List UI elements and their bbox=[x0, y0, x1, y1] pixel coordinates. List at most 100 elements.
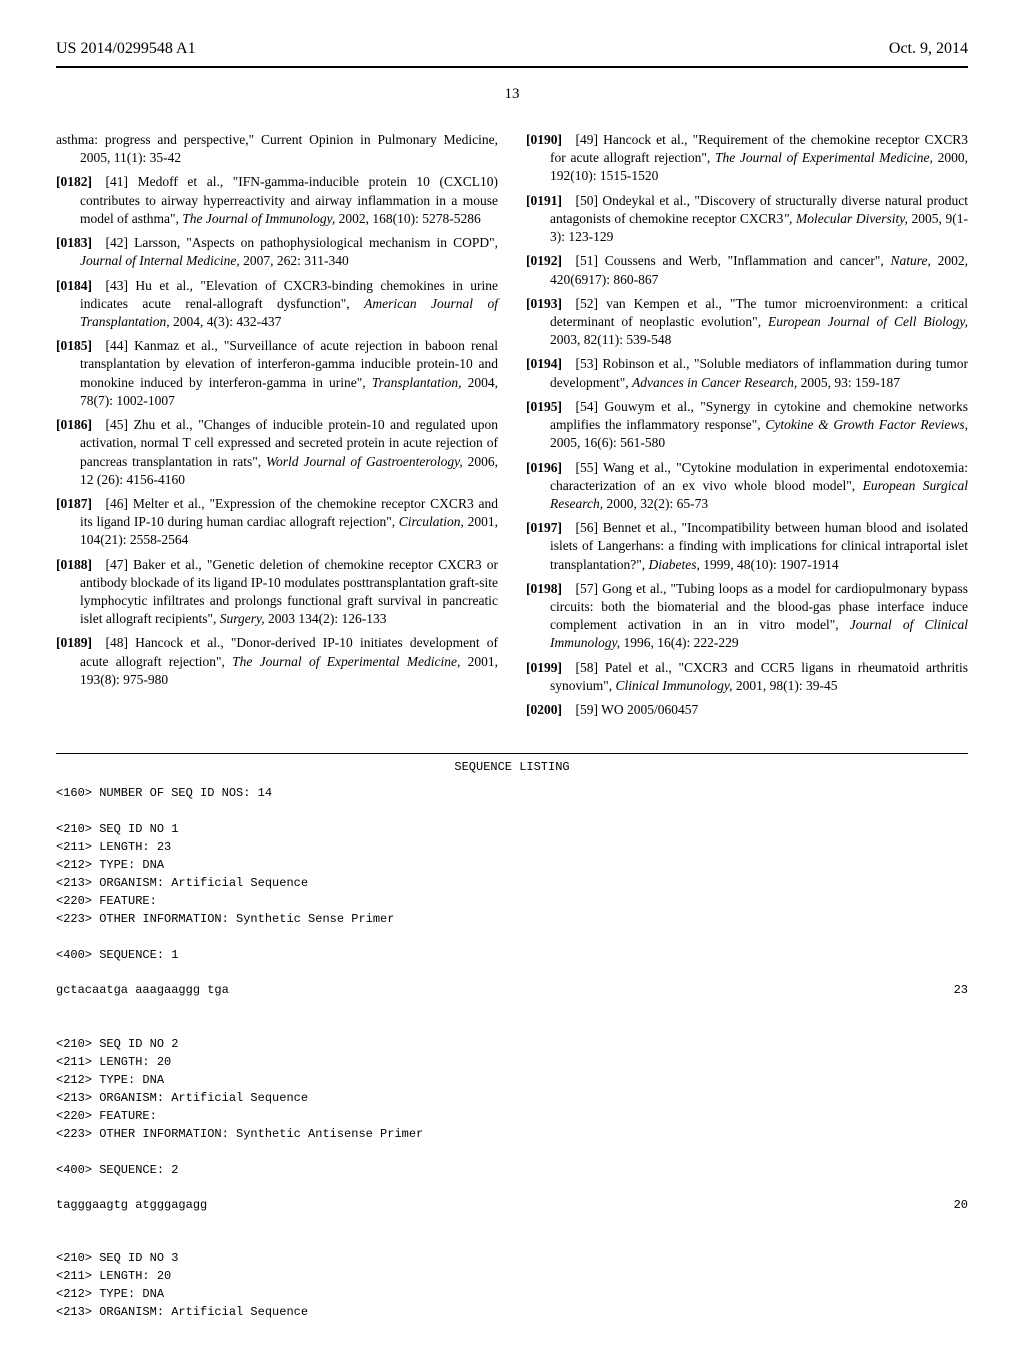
seq3-210: <210> SEQ ID NO 3 bbox=[56, 1249, 968, 1267]
reference-entry: [0191] [50] Ondeykal et al., "Discovery … bbox=[526, 192, 968, 247]
reference-citation: Surgery, bbox=[220, 611, 265, 626]
publication-date: Oct. 9, 2014 bbox=[889, 40, 968, 58]
reference-number: [55] bbox=[576, 460, 604, 475]
paragraph-number: [0189] bbox=[56, 635, 92, 650]
reference-number: [47] bbox=[106, 557, 134, 572]
reference-tail: 2001, 98(1): 39-45 bbox=[733, 678, 838, 693]
reference-number: [57] bbox=[576, 581, 603, 596]
reference-tail: 2002, 168(10): 5278-5286 bbox=[335, 211, 481, 226]
reference-body: Coussens and Werb, "Inflammation and can… bbox=[605, 253, 891, 268]
paragraph-number: [0200] bbox=[526, 702, 562, 717]
reference-number: [45] bbox=[106, 417, 134, 432]
reference-number: [58] bbox=[576, 660, 605, 675]
reference-number: [49] bbox=[576, 132, 604, 147]
reference-tail: 2005, 93: 159-187 bbox=[797, 375, 900, 390]
continuation-text: asthma: progress and perspective," Curre… bbox=[56, 131, 498, 167]
paragraph-number: [0195] bbox=[526, 399, 562, 414]
seq2-220: <220> FEATURE: bbox=[56, 1107, 968, 1125]
reference-number: [48] bbox=[106, 635, 136, 650]
page-number: 13 bbox=[56, 86, 968, 103]
reference-tail: 1999, 48(10): 1907-1914 bbox=[700, 557, 839, 572]
seq3-211: <211> LENGTH: 20 bbox=[56, 1267, 968, 1285]
reference-entry: [0184] [43] Hu et al., "Elevation of CXC… bbox=[56, 277, 498, 332]
reference-number: [42] bbox=[106, 235, 135, 250]
reference-entry: [0185] [44] Kanmaz et al., "Surveillance… bbox=[56, 337, 498, 410]
reference-entry: [0197] [56] Bennet et al., "Incompatibil… bbox=[526, 519, 968, 574]
reference-citation: Advances in Cancer Research, bbox=[632, 375, 797, 390]
reference-entry: [0188] [47] Baker et al., "Genetic delet… bbox=[56, 556, 498, 629]
reference-entry: [0198] [57] Gong et al., "Tubing loops a… bbox=[526, 580, 968, 653]
reference-number: [54] bbox=[576, 399, 605, 414]
seq1-211: <211> LENGTH: 23 bbox=[56, 838, 968, 856]
left-column: asthma: progress and perspective," Curre… bbox=[56, 131, 498, 725]
reference-entry: [0189] [48] Hancock et al., "Donor-deriv… bbox=[56, 634, 498, 689]
seq2-213: <213> ORGANISM: Artificial Sequence bbox=[56, 1089, 968, 1107]
reference-entry: [0193] [52] van Kempen et al., "The tumo… bbox=[526, 295, 968, 350]
seq1-212: <212> TYPE: DNA bbox=[56, 856, 968, 874]
reference-number: [52] bbox=[576, 296, 607, 311]
application-number: US 2014/0299548 A1 bbox=[56, 40, 196, 58]
sequence-divider-top bbox=[56, 753, 968, 754]
seq3-213: <213> ORGANISM: Artificial Sequence bbox=[56, 1303, 968, 1321]
header-divider bbox=[56, 66, 968, 68]
reference-tail: 2003 134(2): 126-133 bbox=[265, 611, 387, 626]
reference-entry: [0200] [59] WO 2005/060457 bbox=[526, 701, 968, 719]
reference-entry: [0187] [46] Melter et al., "Expression o… bbox=[56, 495, 498, 550]
reference-citation: ", Molecular Diversity, bbox=[783, 211, 908, 226]
seq2-dna: tagggaagtg atgggagagg bbox=[56, 1197, 207, 1213]
reference-citation: Diabetes, bbox=[648, 557, 699, 572]
reference-body: WO 2005/060457 bbox=[601, 702, 698, 717]
reference-citation: The Journal of Experimental Medicine, bbox=[715, 150, 933, 165]
reference-number: [56] bbox=[576, 520, 603, 535]
reference-entry: [0199] [58] Patel et al., "CXCR3 and CCR… bbox=[526, 659, 968, 695]
seq2-210: <210> SEQ ID NO 2 bbox=[56, 1035, 968, 1053]
right-column: [0190] [49] Hancock et al., "Requirement… bbox=[526, 131, 968, 725]
page-header: US 2014/0299548 A1 Oct. 9, 2014 bbox=[56, 40, 968, 58]
two-column-body: asthma: progress and perspective," Curre… bbox=[56, 131, 968, 725]
reference-entry: [0182] [41] Medoff et al., "IFN-gamma-in… bbox=[56, 173, 498, 228]
seq2-212: <212> TYPE: DNA bbox=[56, 1071, 968, 1089]
reference-citation: The Journal of Experimental Medicine, bbox=[232, 654, 460, 669]
reference-tail: 1996, 16(4): 222-229 bbox=[620, 635, 739, 650]
paragraph-number: [0191] bbox=[526, 193, 562, 208]
reference-entry: [0190] [49] Hancock et al., "Requirement… bbox=[526, 131, 968, 186]
reference-citation: Cytokine & Growth Factor Reviews, bbox=[765, 417, 968, 432]
reference-citation: Clinical Immunology, bbox=[616, 678, 733, 693]
reference-citation: World Journal of Gastroenterology, bbox=[266, 454, 463, 469]
reference-entry: [0194] [53] Robinson et al., "Soluble me… bbox=[526, 355, 968, 391]
paragraph-number: [0187] bbox=[56, 496, 92, 511]
reference-number: [44] bbox=[106, 338, 135, 353]
reference-number: [43] bbox=[106, 278, 136, 293]
paragraph-number: [0184] bbox=[56, 278, 92, 293]
seq1-dna-row: gctacaatga aaagaaggg tga 23 bbox=[56, 982, 968, 998]
paragraph-number: [0185] bbox=[56, 338, 92, 353]
reference-number: [59] bbox=[576, 702, 602, 717]
reference-number: [46] bbox=[106, 496, 133, 511]
reference-entry: [0196] [55] Wang et al., "Cytokine modul… bbox=[526, 459, 968, 514]
paragraph-number: [0194] bbox=[526, 356, 562, 371]
reference-tail: 2005, 16(6): 561-580 bbox=[550, 435, 665, 450]
paragraph-number: [0190] bbox=[526, 132, 562, 147]
paragraph-number: [0199] bbox=[526, 660, 562, 675]
reference-tail: 2000, 32(2): 65-73 bbox=[603, 496, 708, 511]
reference-number: [53] bbox=[576, 356, 603, 371]
paragraph-number: [0193] bbox=[526, 296, 562, 311]
reference-citation: Circulation, bbox=[399, 514, 464, 529]
reference-entry: [0186] [45] Zhu et al., "Changes of indu… bbox=[56, 416, 498, 489]
reference-citation: European Journal of Cell Biology, bbox=[768, 314, 968, 329]
reference-citation: The Journal of Immunology, bbox=[182, 211, 335, 226]
reference-number: [51] bbox=[576, 253, 605, 268]
reference-tail: 2003, 82(11): 539-548 bbox=[550, 332, 671, 347]
reference-tail: 2007, 262: 311-340 bbox=[240, 253, 349, 268]
seq2-len: 20 bbox=[954, 1197, 968, 1213]
seq1-220: <220> FEATURE: bbox=[56, 892, 968, 910]
paragraph-number: [0188] bbox=[56, 557, 92, 572]
seq2-dna-row: tagggaagtg atgggagagg 20 bbox=[56, 1197, 968, 1213]
seq2-400: <400> SEQUENCE: 2 bbox=[56, 1161, 968, 1179]
reference-number: [41] bbox=[106, 174, 138, 189]
paragraph-number: [0197] bbox=[526, 520, 562, 535]
seq1-223: <223> OTHER INFORMATION: Synthetic Sense… bbox=[56, 910, 968, 928]
reference-entry: [0195] [54] Gouwym et al., "Synergy in c… bbox=[526, 398, 968, 453]
paragraph-number: [0196] bbox=[526, 460, 562, 475]
sequence-listing-title: SEQUENCE LISTING bbox=[56, 760, 968, 774]
